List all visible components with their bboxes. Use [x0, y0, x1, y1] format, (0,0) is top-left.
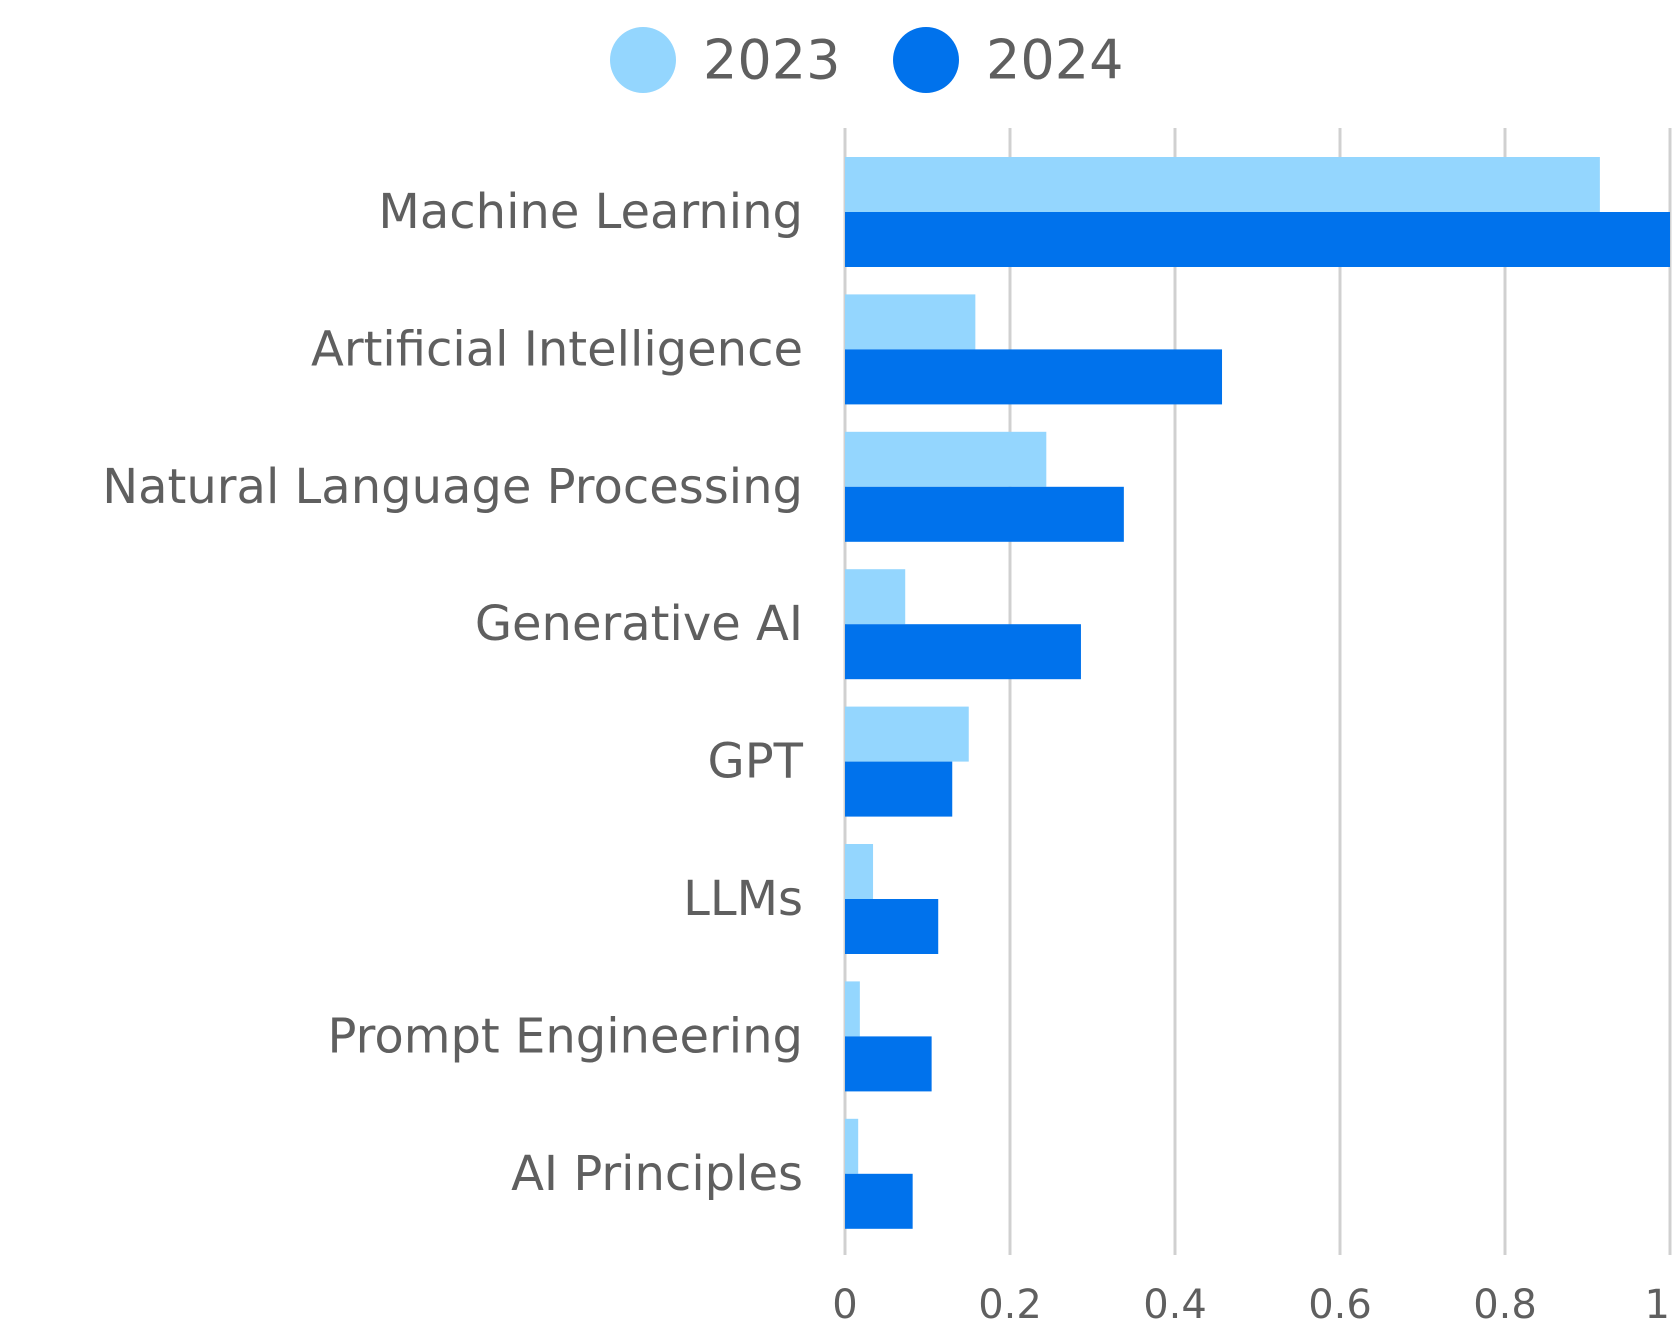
category-labels: Machine Learning Artificial Intelligence N… [102, 184, 803, 1202]
legend-swatch-2023 [610, 27, 676, 93]
x-tick-label: 0.2 [978, 1282, 1042, 1328]
x-axis-tick-labels: 0 0.2 0.4 0.6 0.8 1 [832, 1282, 1670, 1328]
category-label: GPT [708, 734, 804, 790]
bar-2024-7 [845, 1173, 913, 1229]
x-tick-label: 0.8 [1473, 1282, 1537, 1328]
category-label: LLMs [683, 871, 803, 927]
bar-2023-4 [845, 706, 969, 762]
category-label: Machine Learning [378, 184, 803, 240]
bar-2023-0 [845, 157, 1600, 212]
bar-2024-1 [845, 349, 1223, 405]
bar-2024-6 [845, 1036, 932, 1092]
bar-2023-7 [845, 1118, 859, 1174]
bar-2023-6 [845, 981, 860, 1037]
legend: 2023 2024 [610, 27, 1123, 93]
category-label: Artificial Intelligence [311, 321, 803, 377]
category-label: Generative AI [475, 596, 803, 652]
bar-2024-3 [845, 624, 1081, 680]
category-label: Prompt Engineering [328, 1008, 803, 1064]
bar-2023-1 [845, 294, 976, 350]
x-tick-label: 1 [1645, 1282, 1670, 1328]
x-tick-label: 0 [832, 1282, 857, 1328]
legend-label: 2024 [986, 29, 1123, 92]
legend-swatch-2024 [893, 27, 959, 93]
bar-2023-5 [845, 844, 874, 899]
x-tick-label: 0.4 [1143, 1282, 1207, 1328]
category-label: AI Principles [511, 1146, 803, 1202]
bar-2024-5 [845, 899, 939, 954]
legend-label: 2023 [703, 29, 840, 92]
bar-2023-3 [845, 569, 906, 625]
bar-2024-0 [845, 212, 1670, 267]
x-tick-label: 0.6 [1308, 1282, 1372, 1328]
bar-2024-4 [845, 761, 953, 817]
bar-2024-2 [845, 486, 1124, 542]
bar-2023-2 [845, 431, 1047, 487]
bars [845, 157, 1670, 1229]
category-label: Natural Language Processing [102, 459, 803, 515]
